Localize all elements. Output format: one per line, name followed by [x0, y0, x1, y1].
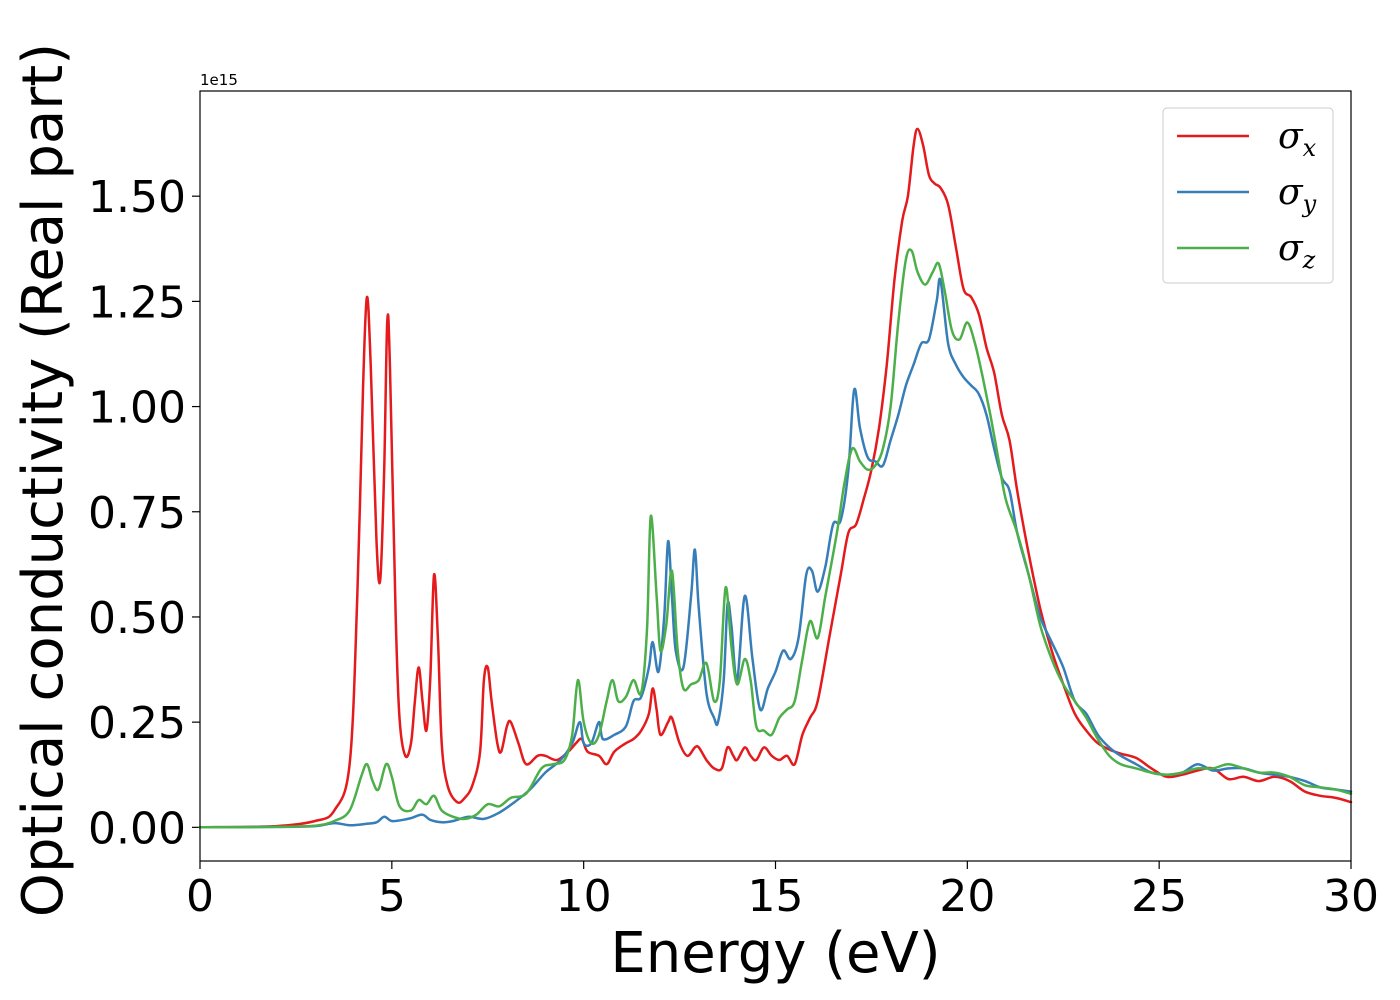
- legend-label-sigma-z: σz: [1278, 228, 1316, 274]
- x-tick-label: 10: [556, 871, 612, 922]
- plot-frame: [199, 90, 1352, 862]
- x-tick-label: 5: [378, 871, 406, 922]
- legend: σx σy σz: [1162, 107, 1334, 284]
- y-tick-label: 0.75: [88, 488, 186, 539]
- y-tick-label: 0.50: [88, 593, 186, 644]
- x-tick-label: 25: [1131, 871, 1187, 922]
- legend-box: [1162, 107, 1334, 284]
- axes: 0 5 10 15 20 25 30 0.00 0.25 0.50 0.75 1.00 1.25 1.50: [88, 172, 1379, 922]
- series-line-sigma-z: [198, 248, 1353, 829]
- y-tick-label: 0.25: [88, 698, 186, 749]
- series-line-sigma-y: [198, 277, 1353, 829]
- y-offset-text: 1e15: [200, 71, 238, 89]
- x-tick-label: 0: [186, 871, 214, 922]
- x-tick-label: 15: [748, 871, 804, 922]
- y-tick-label: 0.00: [88, 803, 186, 854]
- y-axis-title: Optical conductivity (Real part): [11, 43, 76, 917]
- legend-label-sigma-x: σx: [1278, 116, 1317, 162]
- legend-label-sigma-y: σy: [1278, 172, 1317, 218]
- x-tick-label: 20: [939, 871, 995, 922]
- y-tick-label: 1.00: [88, 383, 186, 434]
- y-tick-label: 1.50: [88, 172, 186, 223]
- y-tick-label: 1.25: [88, 277, 186, 328]
- x-axis-title: Energy (eV): [610, 921, 940, 986]
- series-line-sigma-x: [198, 127, 1353, 829]
- x-tick-label: 30: [1323, 871, 1379, 922]
- plot-lines: [198, 127, 1353, 829]
